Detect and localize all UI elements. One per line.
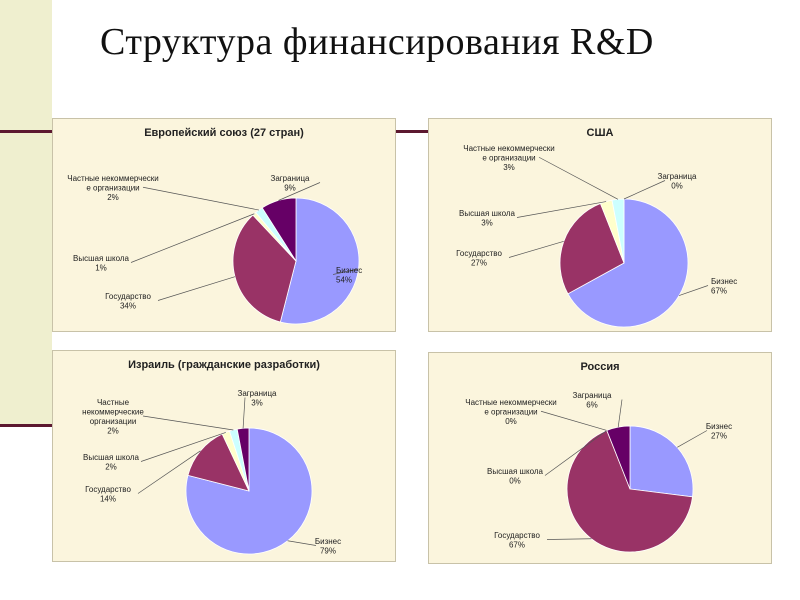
chart-israel-leader-abroad: [242, 397, 246, 429]
chart-israel-slice-government: [187, 433, 250, 492]
chart-eu-label-business: Бизнес 54%: [336, 266, 362, 285]
chart-russia-label-business: Бизнес 27%: [706, 422, 732, 441]
chart-russia-leader-government: [546, 538, 592, 540]
chart-eu-leader-abroad: [278, 182, 321, 201]
chart-usa-leader-business: [678, 285, 709, 296]
chart-russia-leader-business: [677, 430, 708, 448]
slide-title: Структура финансирования R&D: [100, 21, 654, 63]
chart-usa-label-business: Бизнес 67%: [711, 277, 737, 296]
chart-israel-leader-nonprofit: [142, 415, 234, 431]
chart-russia-leader-abroad: [617, 399, 623, 428]
chart-usa-label-abroad: Заграница 0%: [657, 172, 697, 191]
svg-text:Частные некоммерческие организ: Частные некоммерчески е организации 0%: [465, 398, 557, 426]
chart-usa-slice-nonprofit: [611, 198, 625, 264]
chart-russia-svg: Россия Бизнес 27% Государство 67% Высшая школ…: [465, 361, 732, 553]
chart-eu-leader-nonprofit: [142, 186, 260, 211]
chart-russia-label-government: Государство 67%: [494, 531, 540, 550]
accent-line-bottom: [0, 424, 52, 427]
chart-eu-label-government: Государство 34%: [105, 292, 151, 311]
chart-usa-leader-government: [508, 240, 564, 258]
chart-eu-slice-government: [232, 214, 297, 323]
chart-israel-slice-abroad: [236, 427, 250, 492]
chart-eu-title: Европейский союз (27 стран): [144, 127, 304, 139]
chart-eu-leader-business: [332, 268, 359, 275]
chart-russia-slice-abroad: [606, 425, 631, 490]
chart-israel-leader-government: [137, 450, 201, 494]
chart-russia-slice-business: [629, 425, 694, 498]
chart-eu-leader-higher-education: [130, 213, 255, 263]
chart-israel-svg: Израиль (гражданские разработки) Бизнес 79…: [82, 359, 341, 556]
accent-line-top-right: [388, 130, 430, 133]
chart-usa-label-higher-education: Высшая школа 3%: [459, 209, 515, 228]
chart-usa-slice-business: [567, 198, 689, 328]
chart-eu-svg: Европейский союз (27 стран) Бизнес 54% Госу…: [67, 127, 362, 325]
chart-eu: Европейский союз (27 стран) Бизнес 54% Госу…: [52, 118, 396, 332]
chart-israel-label-nonprofit: Частные некоммерческие организации 2%: [82, 398, 144, 436]
chart-usa-leader-abroad: [623, 180, 666, 200]
chart-israel-leader-higher-education: [140, 432, 226, 462]
chart-israel-label-government: Государство 14%: [85, 485, 131, 504]
chart-israel-title: Израиль (гражданские разработки): [128, 359, 320, 371]
chart-russia-leader-higher-education: [544, 430, 608, 476]
chart-israel-label-abroad: Заграница 3%: [237, 389, 277, 408]
chart-eu-leader-government: [157, 276, 236, 301]
chart-usa-label-nonprofit: Частные некоммерчески е организации 3%: [463, 144, 555, 172]
chart-usa-label-government: Государство 27%: [456, 249, 502, 268]
chart-russia-leader-nonprofit: [540, 410, 607, 431]
chart-usa-title: США: [587, 127, 614, 139]
left-decor-bar: [0, 0, 52, 425]
chart-usa-leader-higher-education: [516, 201, 607, 218]
accent-line-top: [0, 130, 55, 133]
chart-eu-label-higher-education: Высшая школа 1%: [73, 254, 129, 273]
chart-usa-slice-government: [559, 202, 625, 295]
chart-israel-leader-business: [287, 540, 317, 546]
chart-eu-label-abroad: Заграница 9%: [270, 174, 310, 193]
chart-israel: Израиль (гражданские разработки) Бизнес 79…: [52, 350, 396, 562]
chart-russia-label-abroad: Заграница 6%: [572, 391, 612, 410]
chart-israel-label-higher-education: Высшая школа 2%: [83, 453, 139, 472]
svg-text:Частные некоммерческие организ: Частные некоммерчески е организации 2%: [67, 174, 159, 202]
chart-eu-label-nonprofit: Частные некоммерчески е организации 2%: [67, 174, 159, 202]
chart-usa-svg: США Бизнес 67% Государство 27% Высшая школа 3%…: [456, 127, 737, 328]
chart-russia-label-nonprofit: Частные некоммерчески е организации 0%: [465, 398, 557, 426]
chart-russia: Россия Бизнес 27% Государство 67% Высшая школ…: [428, 352, 772, 564]
chart-russia-label-higher-education: Высшая школа 0%: [487, 467, 543, 486]
chart-usa: США Бизнес 67% Государство 27% Высшая школа 3%…: [428, 118, 772, 332]
chart-israel-label-business: Бизнес 79%: [315, 537, 341, 556]
svg-text:Частные некоммерческие организ: Частные некоммерчески е организации 3%: [463, 144, 555, 172]
chart-russia-slice-government: [566, 429, 693, 553]
chart-usa-leader-nonprofit: [538, 156, 619, 200]
chart-russia-title: Россия: [580, 361, 619, 373]
